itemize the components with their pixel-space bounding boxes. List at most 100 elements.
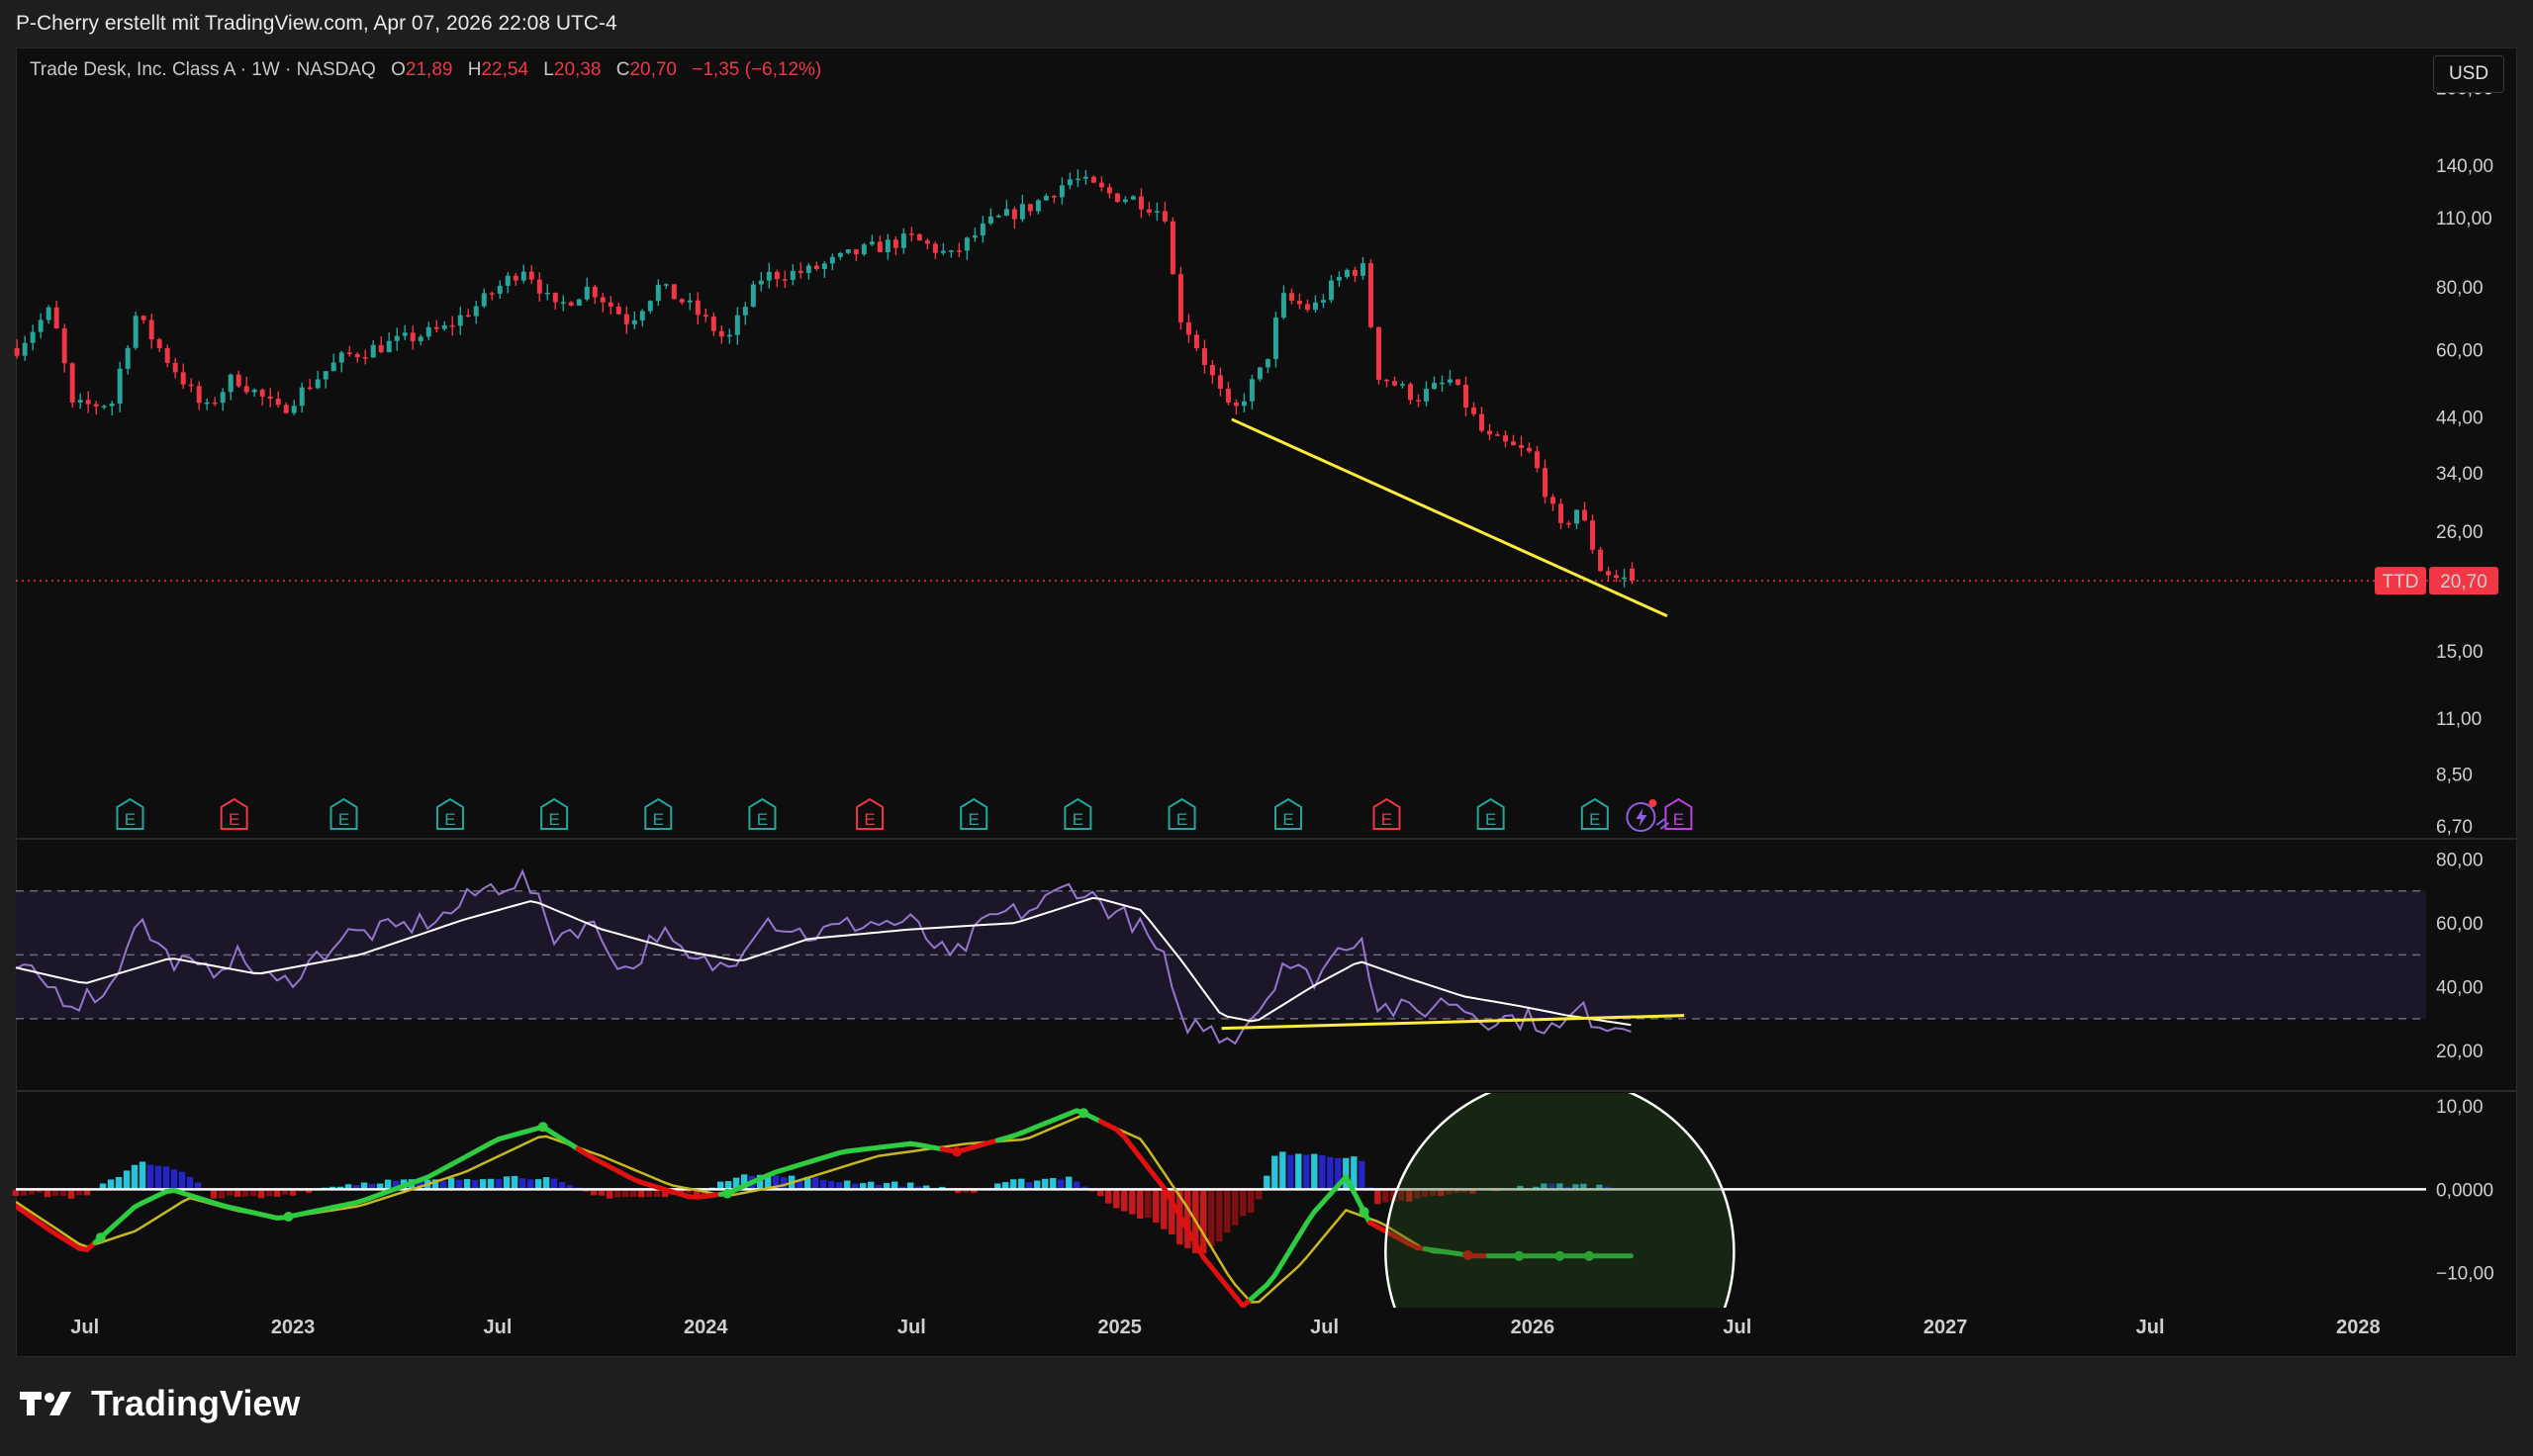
- macd-histogram-bar: [12, 1189, 20, 1196]
- candle-body: [1130, 196, 1136, 200]
- candle-body: [600, 297, 606, 303]
- candle: [877, 235, 883, 253]
- candle: [536, 272, 542, 302]
- candle-body: [156, 339, 162, 348]
- candle: [1336, 271, 1342, 287]
- macd-histogram-bar: [971, 1189, 978, 1193]
- candle: [837, 251, 843, 260]
- candle-body: [1375, 326, 1381, 380]
- candle: [1423, 381, 1429, 407]
- candle-body: [433, 326, 439, 329]
- macd-histogram-bar: [162, 1166, 170, 1190]
- macd-histogram-bar: [1604, 1186, 1611, 1190]
- macd-histogram-bar: [542, 1177, 550, 1190]
- candle-body: [1201, 348, 1207, 365]
- price-axis-tick-label: 80,00: [2436, 278, 2484, 299]
- candle: [1503, 430, 1508, 448]
- candle: [1558, 498, 1563, 530]
- candle: [188, 378, 194, 393]
- candle-body: [1265, 358, 1270, 368]
- earnings-icon: E: [748, 797, 777, 830]
- rsi-axis-tick-label: 40,00: [2436, 978, 2484, 999]
- highlight-circle: [1384, 1093, 1736, 1308]
- candle: [853, 248, 859, 262]
- candle-body: [726, 334, 732, 337]
- candle-body: [283, 405, 289, 413]
- macd-line-segment: [1161, 1185, 1174, 1205]
- candle: [1344, 268, 1350, 279]
- candle: [125, 345, 131, 375]
- macd-histogram-bar: [218, 1189, 226, 1199]
- earnings-icon-glyph: E: [1589, 810, 1600, 829]
- macd-histogram-bar: [891, 1181, 898, 1190]
- candle-body: [1059, 185, 1065, 198]
- rsi-axis-tick-label: 80,00: [2436, 850, 2484, 870]
- macd-histogram-bar: [827, 1180, 835, 1190]
- currency-button[interactable]: USD: [2433, 55, 2504, 93]
- high-label: H: [467, 59, 482, 80]
- candle: [797, 262, 803, 279]
- time-axis-tick-label: 2027: [1923, 1317, 1968, 1338]
- candle: [647, 300, 653, 315]
- candle-body: [1448, 379, 1453, 383]
- macd-histogram-bar: [796, 1180, 803, 1190]
- macd-line-segment: [1176, 1213, 1190, 1232]
- candle-body: [204, 402, 210, 405]
- footer: [0, 1357, 2533, 1456]
- candle: [1130, 195, 1136, 201]
- candle-body: [1495, 434, 1500, 436]
- candle-body: [133, 316, 139, 348]
- candle: [1193, 329, 1199, 352]
- candle: [465, 309, 471, 318]
- macd-histogram-bar: [44, 1189, 51, 1198]
- time-axis-tick-label: 2024: [684, 1317, 728, 1338]
- macd-histogram-bar: [1002, 1182, 1009, 1190]
- candle-body: [742, 307, 748, 316]
- candle: [1574, 509, 1579, 530]
- candle-body: [1463, 385, 1468, 408]
- candle-body: [774, 271, 780, 280]
- price-tag-symbol: TTD: [2383, 572, 2419, 592]
- candle-body: [196, 386, 202, 404]
- macd-line-segment: [1192, 1241, 1206, 1260]
- alert-dot: [1648, 799, 1657, 807]
- macd-histogram-bar: [1200, 1189, 1207, 1254]
- macd-line-segment: [1279, 1246, 1293, 1265]
- macd-histogram-bar: [955, 1189, 962, 1194]
- candle-body: [861, 244, 867, 255]
- candle: [1527, 442, 1532, 454]
- candle-body: [30, 331, 36, 343]
- tradingview-logo[interactable]: TradingView: [18, 1383, 300, 1424]
- macd-histogram-bar: [249, 1189, 257, 1197]
- candle: [473, 301, 479, 324]
- macd-histogram-bar: [843, 1180, 851, 1190]
- macd-cross-dot: [1514, 1250, 1525, 1261]
- candle-body: [845, 249, 851, 253]
- candle-body: [1296, 300, 1302, 305]
- candle-body: [299, 387, 305, 407]
- macd-histogram-bar: [344, 1184, 352, 1190]
- candle: [117, 361, 123, 412]
- macd-histogram-bar: [1430, 1189, 1437, 1197]
- candle-body: [69, 363, 75, 403]
- macd-histogram-bar: [139, 1161, 146, 1190]
- candle: [639, 309, 645, 326]
- candle-body: [1503, 435, 1508, 442]
- candle-body: [251, 389, 257, 393]
- macd-histogram-bar: [1081, 1186, 1088, 1190]
- candle: [1035, 199, 1041, 215]
- chart-canvas[interactable]: [16, 47, 2517, 1357]
- candle: [1003, 200, 1009, 217]
- candle-body: [449, 324, 455, 327]
- candle-body: [1487, 430, 1492, 435]
- candle: [378, 335, 384, 354]
- macd-line-segment: [1271, 1259, 1285, 1278]
- macd-histogram-bar: [716, 1181, 724, 1190]
- macd-histogram-bar: [876, 1185, 883, 1190]
- macd-line-segment: [1287, 1233, 1301, 1252]
- candle-body: [829, 256, 835, 264]
- macd-histogram-bar: [1461, 1189, 1468, 1193]
- earnings-icon: E: [856, 797, 885, 830]
- candle-body: [1630, 568, 1636, 582]
